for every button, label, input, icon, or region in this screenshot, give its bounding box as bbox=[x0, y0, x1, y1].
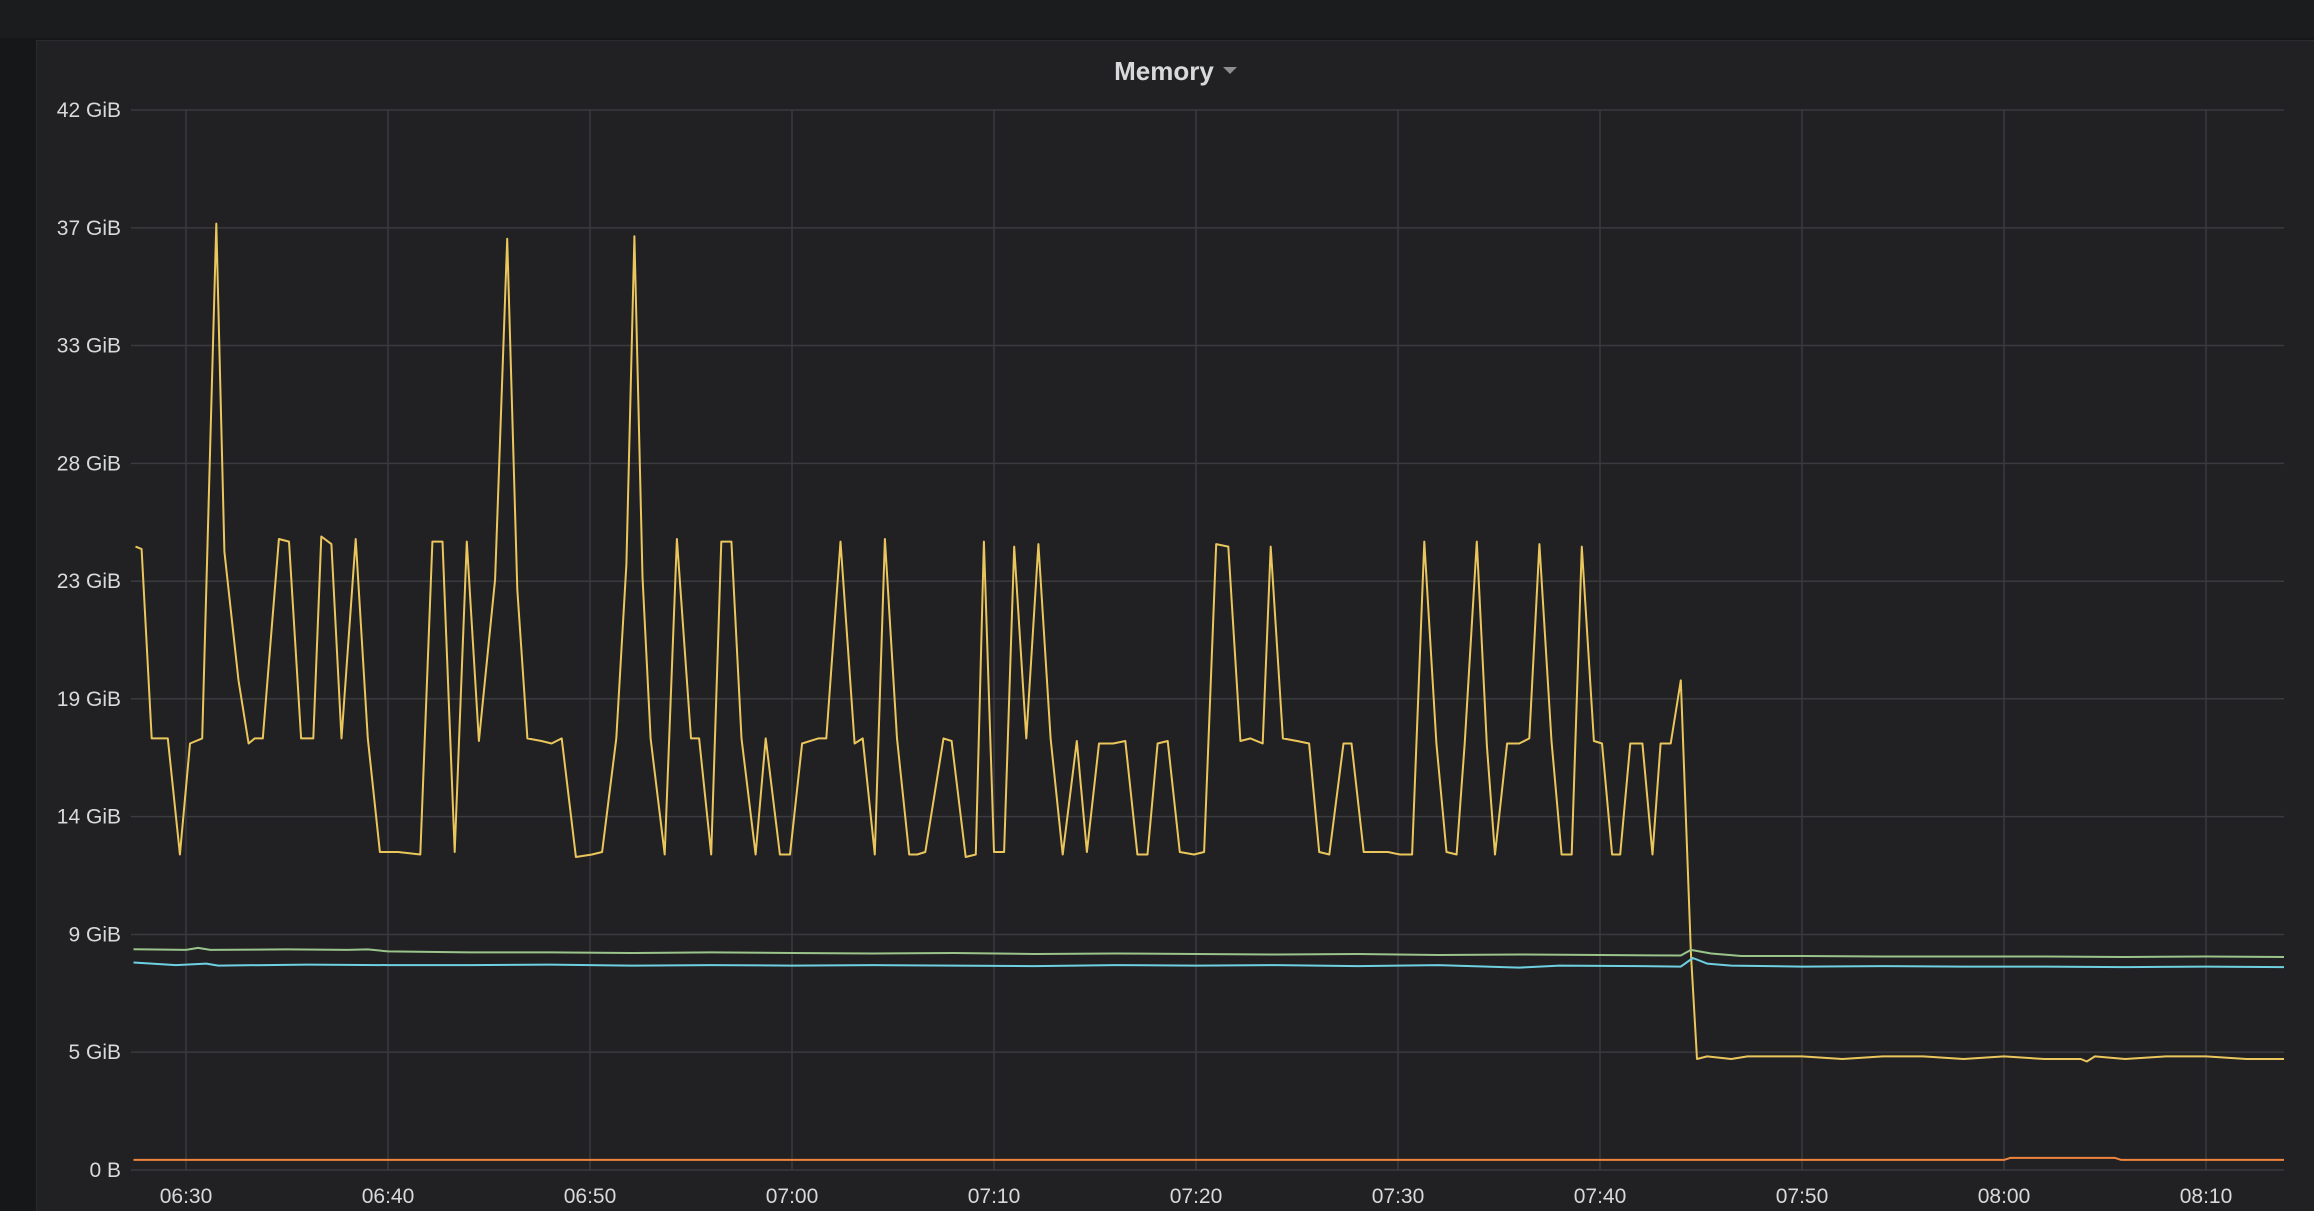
y-tick-label: 28 GiB bbox=[57, 452, 121, 475]
y-tick-label: 37 GiB bbox=[57, 217, 121, 240]
panel-header: Memory bbox=[37, 51, 2314, 91]
memory-graph-panel: Memory bbox=[36, 40, 2314, 1211]
series-line-blue[interactable] bbox=[133, 957, 2285, 969]
top-bar bbox=[0, 0, 2314, 38]
x-tick-label: 06:40 bbox=[362, 1185, 415, 1208]
series-line-orange[interactable] bbox=[133, 1156, 2285, 1161]
y-tick-label: 42 GiB bbox=[57, 99, 121, 122]
chart-grid bbox=[131, 109, 2284, 1171]
x-tick-label: 08:00 bbox=[1978, 1185, 2031, 1208]
x-tick-label: 06:30 bbox=[160, 1185, 213, 1208]
x-tick-label: 07:00 bbox=[766, 1185, 819, 1208]
y-tick-label: 14 GiB bbox=[57, 806, 121, 829]
y-tick-label: 5 GiB bbox=[68, 1041, 121, 1064]
x-tick-label: 07:50 bbox=[1776, 1185, 1829, 1208]
y-tick-label: 33 GiB bbox=[57, 334, 121, 357]
series-line-green[interactable] bbox=[133, 946, 2285, 958]
y-tick-label: 19 GiB bbox=[57, 688, 121, 711]
y-tick-label: 23 GiB bbox=[57, 570, 121, 593]
chart-series bbox=[133, 222, 2285, 1161]
panel-title: Memory bbox=[1114, 55, 1214, 86]
x-tick-label: 07:30 bbox=[1372, 1185, 1425, 1208]
panel-title-menu[interactable]: Memory bbox=[1114, 56, 1238, 87]
x-tick-label: 07:20 bbox=[1170, 1185, 1223, 1208]
x-tick-label: 08:10 bbox=[2180, 1185, 2233, 1208]
x-tick-label: 07:40 bbox=[1574, 1185, 1627, 1208]
y-tick-label: 0 B bbox=[89, 1159, 121, 1182]
chart-axes: 0 B 5 GiB 9 GiB 14 GiB 19 GiB 23 GiB 28 GiB 33 … bbox=[57, 99, 2232, 1208]
y-tick-label: 9 GiB bbox=[68, 924, 121, 947]
x-tick-label: 06:50 bbox=[564, 1185, 617, 1208]
caret-down-icon[interactable] bbox=[1222, 66, 1238, 76]
series-line-yellow[interactable] bbox=[135, 222, 2285, 1063]
x-tick-label: 07:10 bbox=[968, 1185, 1021, 1208]
